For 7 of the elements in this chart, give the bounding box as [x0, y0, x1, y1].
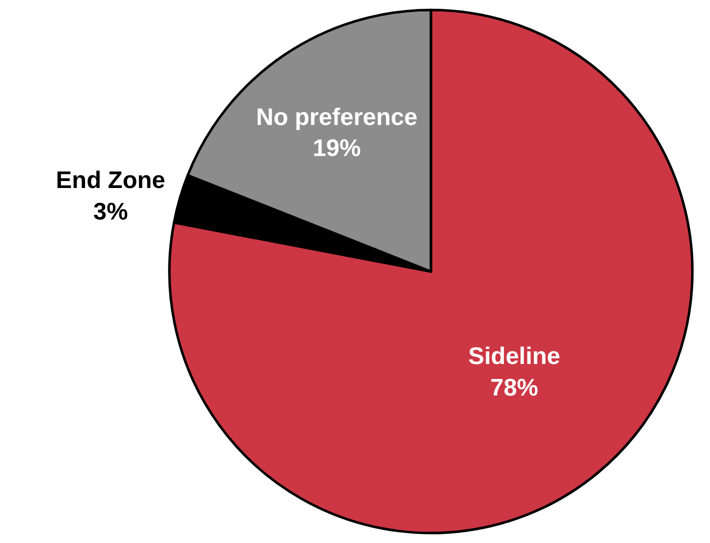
data-label: 3% [93, 198, 128, 226]
data-label: 78% [490, 374, 538, 402]
data-label: 19% [312, 135, 361, 162]
slice-label: No preference [256, 104, 418, 131]
pie-slice [168, 8, 694, 534]
slice-label: End Zone [56, 167, 166, 194]
slice-label: Sideline [468, 343, 560, 370]
